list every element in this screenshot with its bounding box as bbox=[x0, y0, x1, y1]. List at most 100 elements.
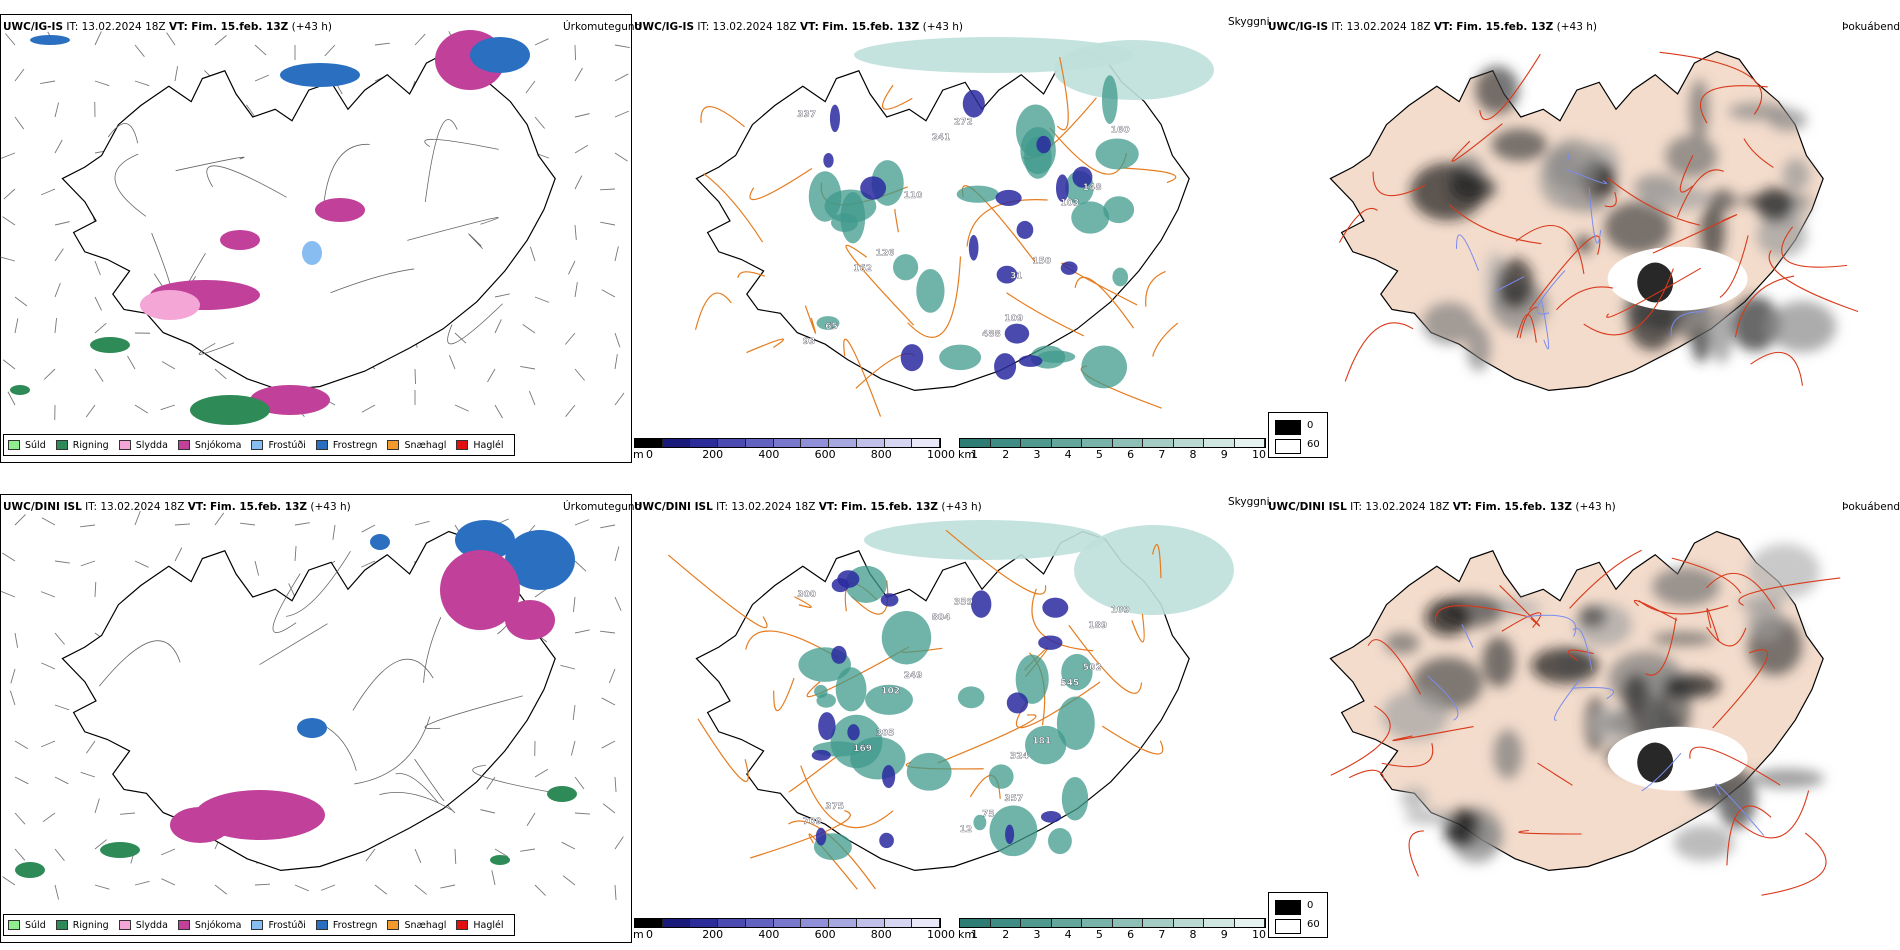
precip-area-snjókoma bbox=[220, 230, 260, 250]
wind-barb bbox=[561, 841, 576, 850]
visibility-area-m bbox=[1036, 135, 1051, 154]
wind-barb bbox=[2, 359, 16, 370]
road-line bbox=[1381, 743, 1434, 768]
wind-barb bbox=[480, 809, 496, 814]
model-name: UWC/DINI ISL bbox=[634, 501, 713, 513]
fog-legend-label-60: 60 bbox=[1307, 919, 1320, 930]
fog-legend-black bbox=[1275, 900, 1301, 915]
legend-swatch bbox=[118, 440, 131, 450]
colorbar-segment bbox=[960, 919, 991, 927]
legend-swatch bbox=[315, 920, 328, 930]
visibility-area-km bbox=[1056, 696, 1095, 750]
colorbar-segment bbox=[856, 439, 885, 447]
wind-barb bbox=[10, 668, 16, 684]
visibility-area-km bbox=[1071, 201, 1110, 234]
road-line bbox=[1056, 56, 1069, 131]
wind-barb bbox=[562, 875, 576, 886]
wind-barb bbox=[525, 80, 536, 94]
vt-value: Fim. 15.feb. 13Z bbox=[210, 501, 308, 513]
road-line bbox=[1372, 171, 1426, 197]
visibility-area-m bbox=[831, 645, 847, 664]
wind-barb bbox=[214, 884, 228, 895]
colorbar-tick: 4 bbox=[1064, 448, 1072, 461]
low-visibility-haze bbox=[864, 520, 1104, 560]
wind-barb bbox=[614, 392, 625, 406]
wind-barb bbox=[599, 188, 616, 191]
precip-area-snjókoma bbox=[505, 600, 555, 640]
visibility-area-km bbox=[1048, 827, 1072, 855]
road-line bbox=[414, 758, 445, 801]
wind-barb bbox=[574, 67, 583, 82]
road-line bbox=[1338, 208, 1378, 243]
wind-barb bbox=[572, 704, 576, 720]
precip-area-frostregn bbox=[455, 520, 515, 560]
precip-panel-dini bbox=[0, 494, 632, 943]
colorbar-tick: 600 bbox=[814, 448, 836, 461]
visibility-area-km bbox=[1101, 75, 1118, 125]
road-line bbox=[175, 156, 245, 172]
road-line bbox=[322, 143, 370, 216]
fog-title: Þokuábendi bbox=[1842, 21, 1900, 33]
wind-barb bbox=[487, 368, 496, 383]
visibility-value: 305 bbox=[876, 729, 895, 739]
vt-value: Fim. 15.feb. 13Z bbox=[841, 501, 939, 513]
visibility-area-m bbox=[1072, 166, 1093, 188]
legend-label: Súld bbox=[25, 439, 46, 451]
visibility-area-m bbox=[815, 827, 827, 846]
road-line bbox=[1781, 226, 1848, 268]
colorbar-tick: 5 bbox=[1095, 448, 1103, 461]
it-label: IT: bbox=[1331, 21, 1344, 33]
road-line bbox=[286, 551, 351, 617]
road-line bbox=[749, 167, 813, 201]
road-line bbox=[1734, 275, 1795, 338]
road-line bbox=[700, 106, 745, 128]
precip-area-frostregn bbox=[30, 35, 70, 45]
visibility-value: 162 bbox=[853, 264, 872, 274]
road-line bbox=[749, 810, 851, 859]
visibility-area-m bbox=[962, 89, 985, 118]
visibility-area-m bbox=[994, 353, 1017, 380]
wind-barb bbox=[42, 812, 56, 823]
wind-barb bbox=[2, 552, 16, 562]
legend-item-rigning: Rigning bbox=[55, 920, 109, 931]
road-line bbox=[1152, 322, 1179, 357]
wind-barb bbox=[214, 512, 225, 526]
wind-barb bbox=[254, 560, 260, 576]
road-line bbox=[423, 617, 442, 683]
visibility-area-m bbox=[1040, 811, 1062, 823]
colorbar-segment bbox=[662, 439, 691, 447]
wind-barb bbox=[41, 517, 56, 526]
river-line bbox=[1670, 311, 1705, 338]
wind-barb bbox=[134, 560, 149, 568]
river-line bbox=[1525, 614, 1577, 637]
wind-barb bbox=[14, 296, 28, 307]
fog-map-dini bbox=[1329, 530, 1841, 896]
wind-barb bbox=[94, 798, 100, 814]
visibility-area-m bbox=[1005, 824, 1015, 845]
lead-time: (+43 h) bbox=[1575, 501, 1616, 513]
wind-barb bbox=[54, 282, 61, 298]
wind-barb bbox=[494, 848, 509, 858]
road-line bbox=[1145, 270, 1166, 307]
precip-map-igis bbox=[0, 30, 630, 425]
legend-label: Frostregn bbox=[332, 919, 378, 931]
wind-barb bbox=[414, 33, 426, 46]
road-line bbox=[468, 233, 483, 250]
wind-barb bbox=[54, 632, 65, 645]
legend-item-snæhagl: Snæhagl bbox=[387, 440, 446, 451]
wind-barb bbox=[600, 221, 616, 226]
wind-barb bbox=[94, 260, 101, 276]
visibility-area-km bbox=[835, 667, 867, 712]
river-line bbox=[1461, 624, 1474, 648]
vis-header-igis: UWC/IG-IS IT: 13.02.2024 18Z VT: Fim. 15… bbox=[634, 21, 963, 33]
visibility-area-m bbox=[1038, 635, 1063, 650]
colorbar-tick: 200 bbox=[702, 928, 724, 941]
legend-item-frostúði: Frostúði bbox=[251, 440, 306, 451]
visibility-value: 65 bbox=[825, 322, 838, 332]
colorbar-segment bbox=[990, 919, 1021, 927]
row-igis: UWC/IG-IS IT: 13.02.2024 18Z VT: Fim. 15… bbox=[0, 0, 1900, 470]
precip-area-frostregn bbox=[370, 534, 390, 550]
road-line bbox=[1768, 250, 1859, 313]
colorbar-segment bbox=[801, 919, 830, 927]
colorbar-segment bbox=[718, 919, 746, 927]
